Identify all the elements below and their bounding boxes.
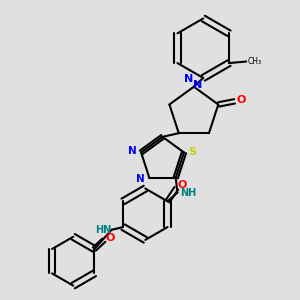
Text: N: N [136, 174, 145, 184]
Text: O: O [177, 180, 187, 190]
Text: CH₃: CH₃ [248, 57, 262, 66]
Text: N: N [184, 74, 193, 84]
Text: S: S [188, 147, 196, 158]
Text: HN: HN [95, 225, 112, 235]
Text: NH: NH [181, 188, 197, 198]
Text: O: O [236, 95, 245, 105]
Text: N: N [128, 146, 137, 157]
Text: O: O [105, 233, 114, 243]
Text: N: N [193, 80, 202, 89]
